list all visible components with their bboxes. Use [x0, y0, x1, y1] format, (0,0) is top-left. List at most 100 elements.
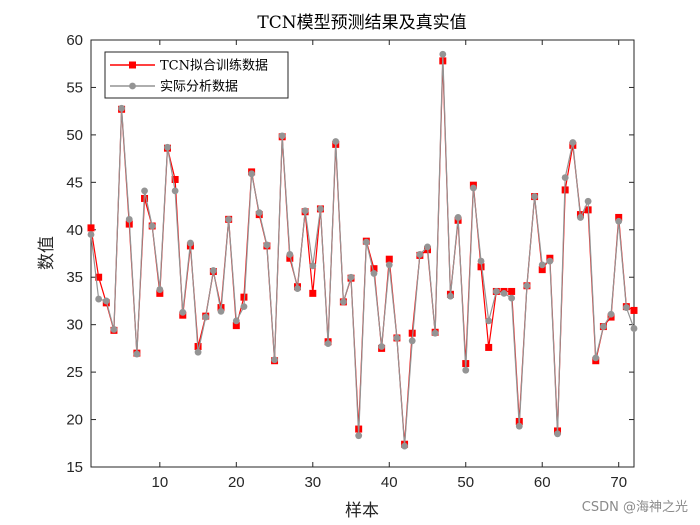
y-axis-label: 数值	[37, 236, 57, 270]
data-point-circle	[439, 50, 447, 58]
data-point-square	[232, 322, 240, 330]
y-tick-label: 25	[66, 364, 83, 381]
data-point-circle	[148, 222, 156, 230]
x-tick-label: 50	[457, 474, 474, 491]
data-point-square	[508, 287, 516, 295]
data-point-circle	[202, 313, 210, 321]
data-point-circle	[309, 262, 317, 270]
data-point-square	[408, 329, 416, 337]
data-point-circle	[569, 139, 577, 146]
data-point-circle	[393, 334, 401, 342]
data-point-circle	[95, 295, 103, 303]
data-point-circle	[424, 243, 431, 251]
watermark-text: CSDN @海神之光	[582, 500, 688, 515]
data-point-square	[477, 263, 485, 271]
data-point-circle	[385, 261, 393, 269]
data-point-square	[385, 255, 393, 263]
data-point-square	[171, 175, 179, 183]
x-tick-label: 10	[151, 474, 168, 491]
data-point-circle	[194, 348, 202, 356]
data-point-circle	[508, 294, 516, 302]
data-point-circle	[600, 323, 607, 330]
legend-label: TCN拟合训练数据	[160, 59, 268, 74]
data-point-circle	[615, 217, 623, 225]
data-point-square	[156, 289, 164, 297]
data-point-circle	[431, 329, 439, 337]
data-point-circle	[225, 215, 233, 223]
x-axis-label: 样本	[345, 501, 379, 521]
data-point-circle	[294, 285, 301, 293]
data-point-circle	[561, 174, 569, 181]
legend-box	[104, 51, 289, 99]
data-point-circle	[584, 197, 592, 205]
data-point-square	[630, 306, 638, 314]
y-tick-label: 30	[66, 317, 83, 334]
chart-title: TCN模型预测结果及真实值	[257, 13, 466, 33]
x-tick-label: 60	[534, 474, 551, 491]
data-point-circle	[286, 251, 294, 258]
data-point-circle	[332, 138, 340, 145]
data-point-circle	[317, 205, 324, 213]
y-tick-label: 55	[66, 79, 83, 96]
x-tick-label: 40	[381, 474, 398, 491]
data-point-circle	[133, 350, 141, 358]
data-point-circle	[447, 292, 454, 300]
legend-marker-square	[129, 61, 136, 69]
data-point-circle	[370, 270, 378, 277]
data-point-circle	[538, 261, 546, 269]
data-point-circle	[87, 231, 95, 238]
data-point-circle	[171, 187, 179, 195]
data-point-circle	[454, 214, 462, 221]
data-point-circle	[500, 289, 508, 297]
data-point-circle	[523, 282, 531, 290]
data-point-circle	[492, 288, 500, 295]
data-point-circle	[141, 187, 148, 195]
data-point-square	[309, 289, 317, 297]
data-point-circle	[355, 432, 363, 440]
data-point-circle	[607, 310, 615, 318]
data-point-circle	[630, 325, 638, 332]
data-point-circle	[416, 251, 424, 258]
data-point-circle	[408, 337, 416, 345]
plot-area: 15 20 25 30 35 40 45 50 55 60 10 20 30 40 50 60 70 TCN拟合训…	[66, 32, 638, 491]
y-tick-label: 20	[66, 412, 83, 429]
y-tick-label: 45	[66, 174, 83, 191]
data-point-circle	[232, 317, 240, 325]
data-point-circle	[324, 340, 332, 348]
data-point-circle	[255, 209, 263, 217]
data-point-circle	[515, 422, 523, 430]
y-tick-label: 50	[66, 127, 83, 144]
data-point-circle	[362, 238, 370, 246]
data-point-circle	[477, 257, 485, 265]
data-point-circle	[301, 207, 309, 215]
data-point-circle	[546, 257, 554, 265]
data-point-circle	[531, 193, 538, 200]
data-point-circle	[462, 366, 470, 374]
data-point-circle	[577, 214, 584, 221]
data-point-circle	[164, 143, 171, 151]
y-tick-label: 35	[66, 269, 83, 286]
data-point-square	[485, 343, 493, 351]
data-point-square	[87, 224, 95, 232]
y-tick-label: 60	[66, 32, 83, 49]
data-point-circle	[156, 286, 164, 293]
legend-label: 实际分析数据	[160, 80, 238, 95]
data-point-circle	[278, 132, 286, 140]
data-point-circle	[263, 241, 271, 249]
data-point-circle	[248, 170, 256, 178]
x-tick-label: 70	[610, 474, 627, 491]
legend-marker-circle	[129, 82, 136, 90]
data-point-circle	[401, 442, 408, 450]
data-point-circle	[125, 215, 133, 223]
data-point-circle	[187, 239, 194, 247]
y-tick-label: 15	[66, 459, 83, 476]
data-point-circle	[339, 298, 347, 306]
data-point-circle	[110, 326, 118, 333]
data-point-circle	[118, 104, 125, 112]
data-point-circle	[271, 356, 278, 364]
data-point-circle	[622, 304, 630, 311]
data-point-square	[615, 213, 623, 221]
data-point-square	[95, 273, 103, 281]
